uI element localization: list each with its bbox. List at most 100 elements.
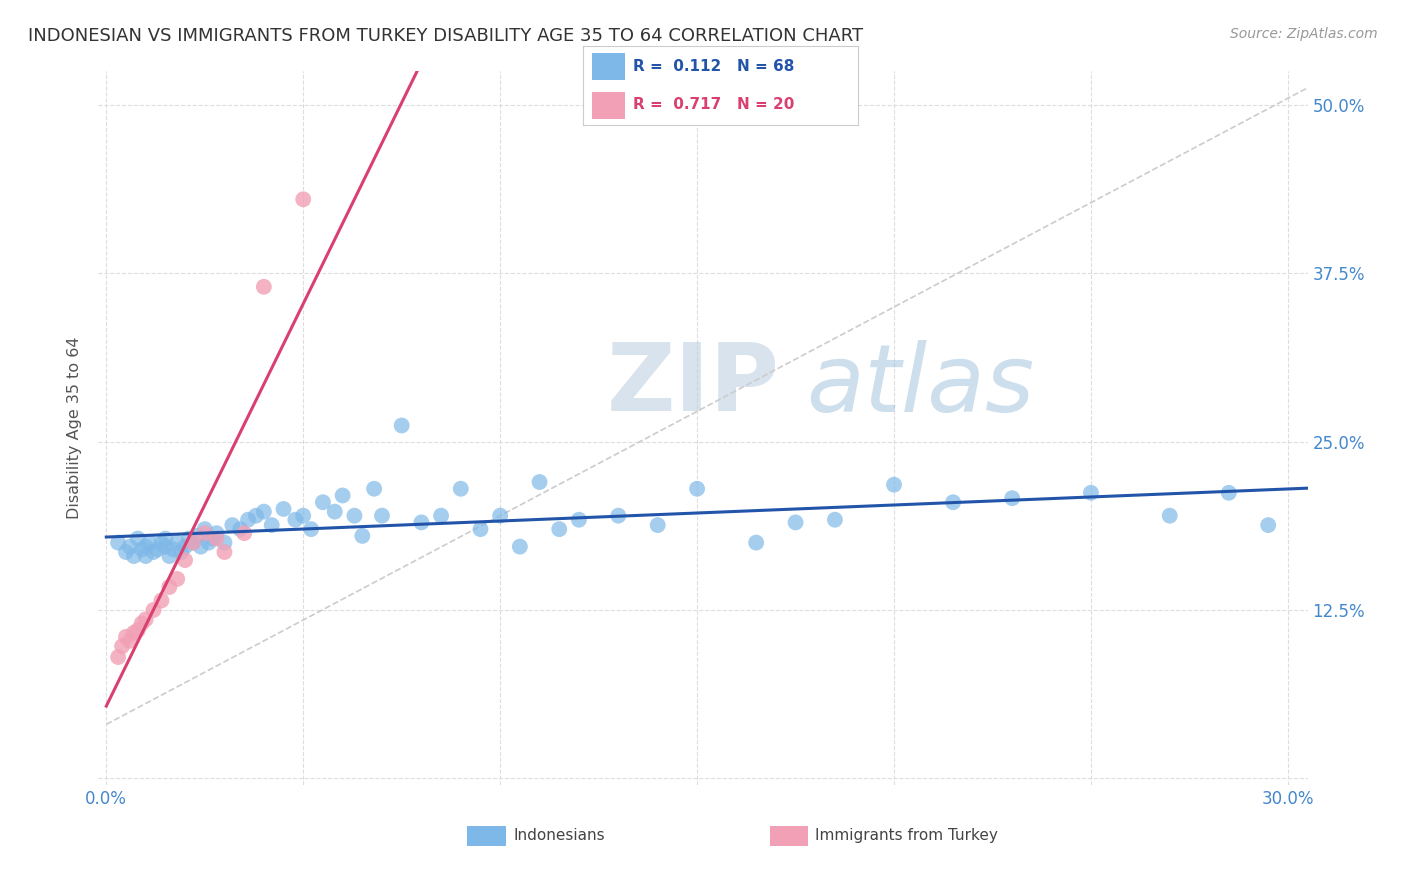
Point — [135, 549, 157, 563]
Point — [107, 650, 129, 665]
Point — [883, 477, 905, 491]
Point — [686, 482, 709, 496]
Text: Source: ZipAtlas.com: Source: ZipAtlas.com — [1230, 27, 1378, 41]
Point — [312, 495, 335, 509]
Point — [142, 603, 165, 617]
Point — [245, 508, 267, 523]
Point — [142, 545, 165, 559]
Text: R =  0.112   N = 68: R = 0.112 N = 68 — [633, 59, 794, 74]
Point — [253, 505, 276, 519]
Point — [352, 529, 374, 543]
Point — [509, 540, 531, 554]
Point — [260, 518, 283, 533]
Point — [229, 522, 252, 536]
Point — [607, 508, 630, 523]
Point — [162, 542, 184, 557]
Text: ZIP: ZIP — [606, 339, 779, 432]
Point — [155, 540, 177, 554]
Point — [118, 540, 141, 554]
Point — [391, 418, 413, 433]
Point — [157, 580, 180, 594]
Point — [745, 535, 768, 549]
Point — [430, 508, 453, 523]
Point — [194, 526, 217, 541]
Point — [1001, 491, 1024, 505]
Point — [363, 482, 385, 496]
Text: INDONESIAN VS IMMIGRANTS FROM TURKEY DISABILITY AGE 35 TO 64 CORRELATION CHART: INDONESIAN VS IMMIGRANTS FROM TURKEY DIS… — [28, 27, 863, 45]
Text: Indonesians: Indonesians — [513, 828, 605, 843]
Point — [166, 572, 188, 586]
Point — [205, 532, 228, 546]
Point — [194, 522, 217, 536]
Point — [122, 549, 145, 563]
Point — [292, 192, 315, 206]
Bar — [769, 826, 808, 846]
Point — [824, 513, 846, 527]
Point — [127, 532, 149, 546]
Point — [205, 526, 228, 541]
Point — [170, 545, 193, 559]
Point — [131, 542, 153, 557]
Bar — [467, 826, 506, 846]
Point — [197, 535, 219, 549]
Point — [292, 508, 315, 523]
Point — [115, 545, 138, 559]
Point — [190, 540, 212, 554]
Point — [942, 495, 965, 509]
Bar — [592, 54, 624, 80]
Point — [785, 516, 807, 530]
Point — [284, 513, 307, 527]
Point — [332, 488, 354, 502]
Point — [529, 475, 551, 489]
Point — [181, 535, 204, 549]
Text: atlas: atlas — [806, 340, 1033, 431]
Point — [135, 612, 157, 626]
Point — [470, 522, 492, 536]
Point — [221, 518, 243, 533]
Point — [411, 516, 433, 530]
Point — [1159, 508, 1181, 523]
Point — [450, 482, 472, 496]
Point — [174, 540, 197, 554]
Point — [177, 532, 200, 546]
Point — [166, 535, 188, 549]
Point — [181, 535, 204, 549]
Point — [107, 535, 129, 549]
Point — [253, 280, 276, 294]
Point — [233, 526, 256, 541]
Point — [135, 540, 157, 554]
Point — [1080, 485, 1102, 500]
Y-axis label: Disability Age 35 to 64: Disability Age 35 to 64 — [67, 337, 83, 519]
Point — [299, 522, 322, 536]
Point — [131, 616, 153, 631]
Point — [214, 545, 236, 559]
Point — [273, 502, 295, 516]
Point — [1218, 485, 1240, 500]
Point — [236, 513, 259, 527]
Point — [146, 542, 169, 557]
Point — [150, 535, 173, 549]
Text: Immigrants from Turkey: Immigrants from Turkey — [815, 828, 998, 843]
Point — [127, 623, 149, 637]
Point — [122, 625, 145, 640]
Point — [371, 508, 394, 523]
Point — [201, 532, 224, 546]
Point — [548, 522, 571, 536]
Point — [138, 535, 160, 549]
Point — [489, 508, 512, 523]
Point — [647, 518, 669, 533]
Point — [214, 535, 236, 549]
Point — [118, 633, 141, 648]
Point — [568, 513, 591, 527]
Point — [343, 508, 366, 523]
Point — [174, 553, 197, 567]
Point — [111, 640, 134, 654]
Bar — [592, 92, 624, 119]
Point — [155, 532, 177, 546]
Text: R =  0.717   N = 20: R = 0.717 N = 20 — [633, 97, 794, 112]
Point — [323, 505, 346, 519]
Point — [186, 529, 208, 543]
Point — [1257, 518, 1279, 533]
Point — [150, 593, 173, 607]
Point — [115, 630, 138, 644]
